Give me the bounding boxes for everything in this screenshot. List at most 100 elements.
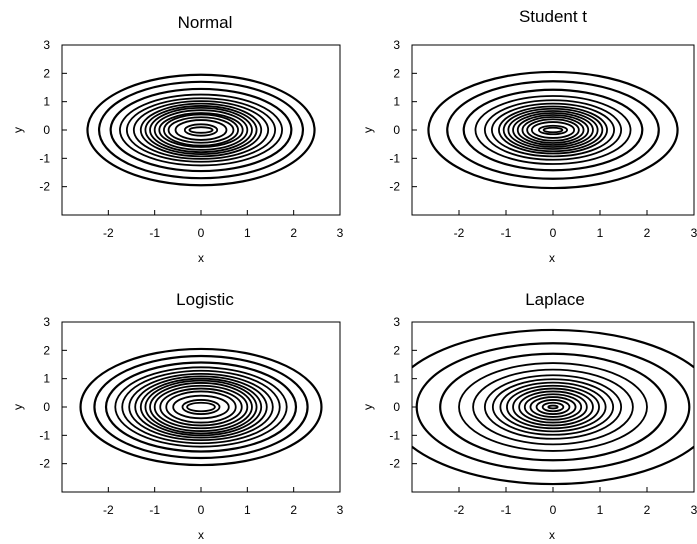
contour-line bbox=[521, 116, 585, 144]
x-axis-ticks: -2 -1 0 1 2 3 bbox=[103, 210, 344, 240]
contour-line bbox=[516, 114, 590, 146]
y-axis-ticks: -2 -1 0 1 2 3 bbox=[389, 315, 417, 471]
panel-laplace: Laplace -2 -1 0 1 2 3 -2 -1 0 1 2 3 x y bbox=[361, 290, 697, 542]
y-tick-label: 1 bbox=[393, 372, 400, 386]
x-axis-ticks: -2 -1 0 1 2 3 bbox=[103, 487, 344, 517]
contour-line bbox=[153, 109, 249, 151]
x-tick-label: 2 bbox=[290, 503, 297, 517]
contour-line bbox=[174, 119, 228, 141]
contour-line bbox=[499, 381, 607, 433]
y-tick-label: -2 bbox=[39, 180, 50, 194]
contour-line bbox=[144, 105, 258, 155]
x-tick-label: 1 bbox=[597, 503, 604, 517]
contour-line bbox=[526, 118, 580, 142]
contour-line bbox=[472, 368, 634, 446]
contour-line bbox=[79, 347, 323, 467]
contour-line bbox=[188, 126, 214, 134]
contour-line bbox=[523, 393, 583, 421]
x-tick-label: 0 bbox=[198, 503, 205, 517]
contour-line bbox=[491, 378, 615, 436]
x-axis-label: x bbox=[198, 528, 204, 542]
y-tick-label: -1 bbox=[39, 428, 50, 442]
y-tick-label: 0 bbox=[393, 400, 400, 414]
x-tick-label: 3 bbox=[337, 503, 344, 517]
contour-line bbox=[507, 110, 599, 150]
contour-line bbox=[119, 93, 283, 167]
x-tick-label: -1 bbox=[501, 503, 512, 517]
x-tick-label: 1 bbox=[244, 503, 251, 517]
contour-line bbox=[165, 390, 237, 424]
contour-line bbox=[518, 390, 588, 424]
y-tick-label: 1 bbox=[43, 372, 50, 386]
contour-line bbox=[512, 112, 594, 148]
contour-line bbox=[125, 97, 277, 163]
y-tick-label: -1 bbox=[389, 428, 400, 442]
x-tick-label: -1 bbox=[501, 226, 512, 240]
contour-line bbox=[529, 396, 577, 418]
contour-line bbox=[114, 366, 288, 448]
panel-student-t: Student t -2 -1 0 1 2 3 -2 -1 0 1 2 3 x y bbox=[361, 7, 697, 265]
contour-line bbox=[530, 121, 576, 139]
contour-line bbox=[462, 88, 644, 172]
x-tick-label: -2 bbox=[454, 226, 465, 240]
panel-normal: Normal -2 -1 0 1 2 3 -2 -1 0 1 2 3 x y bbox=[11, 13, 344, 265]
contour-lines bbox=[412, 328, 694, 486]
contour-line bbox=[172, 394, 230, 420]
contour-line bbox=[158, 112, 244, 148]
contour-line bbox=[186, 401, 216, 413]
contour-lines bbox=[427, 70, 679, 190]
contour-line bbox=[153, 384, 249, 430]
contour-line bbox=[149, 382, 253, 432]
contour-line bbox=[512, 387, 594, 427]
contour-line bbox=[93, 354, 309, 460]
panel-title: Laplace bbox=[525, 290, 585, 309]
y-axis-ticks: -2 -1 0 1 2 3 bbox=[39, 38, 67, 194]
x-tick-label: 2 bbox=[644, 503, 651, 517]
y-tick-label: 0 bbox=[43, 400, 50, 414]
contour-line bbox=[132, 100, 270, 160]
contour-line bbox=[121, 369, 281, 445]
contour-line bbox=[139, 377, 263, 437]
x-axis-ticks: -2 -1 0 1 2 3 bbox=[454, 487, 697, 517]
contour-line bbox=[139, 102, 263, 158]
contour-line bbox=[159, 387, 243, 427]
contour-line bbox=[541, 401, 565, 413]
contour-line bbox=[458, 362, 648, 452]
x-axis-label: x bbox=[549, 528, 555, 542]
x-tick-label: 3 bbox=[691, 503, 697, 517]
x-tick-label: 2 bbox=[290, 226, 297, 240]
plot-frame bbox=[411, 44, 695, 216]
contour-line bbox=[506, 384, 600, 430]
contour-line bbox=[104, 361, 298, 453]
contour-line bbox=[474, 95, 632, 165]
panel-logistic: Logistic -2 -1 0 1 2 3 -2 -1 0 1 2 3 x y bbox=[11, 290, 344, 542]
contour-line bbox=[483, 99, 623, 161]
contour-line bbox=[128, 372, 274, 442]
x-tick-label: 2 bbox=[644, 226, 651, 240]
plot-frame bbox=[411, 321, 695, 493]
y-tick-label: 0 bbox=[393, 123, 400, 137]
x-axis-label: x bbox=[198, 251, 204, 265]
x-tick-label: 0 bbox=[550, 503, 557, 517]
contour-line bbox=[109, 87, 293, 173]
y-tick-label: 3 bbox=[43, 38, 50, 52]
x-tick-label: 0 bbox=[198, 226, 205, 240]
plot-frame bbox=[61, 44, 341, 216]
x-tick-label: 3 bbox=[337, 226, 344, 240]
contour-line bbox=[502, 107, 604, 153]
plot-frame bbox=[61, 321, 341, 493]
contour-line bbox=[446, 80, 660, 180]
x-tick-label: -2 bbox=[454, 503, 465, 517]
contour-line bbox=[427, 70, 679, 190]
contour-line bbox=[97, 80, 305, 180]
contour-line bbox=[163, 113, 239, 147]
panel-title: Normal bbox=[178, 13, 233, 32]
y-axis-label: y bbox=[11, 404, 25, 410]
x-axis-ticks: -2 -1 0 1 2 3 bbox=[454, 210, 697, 240]
contour-line bbox=[490, 102, 615, 158]
y-tick-label: 3 bbox=[393, 315, 400, 329]
y-tick-label: 1 bbox=[393, 95, 400, 109]
y-axis-ticks: -2 -1 0 1 2 3 bbox=[39, 315, 67, 471]
y-tick-label: 2 bbox=[393, 343, 400, 357]
